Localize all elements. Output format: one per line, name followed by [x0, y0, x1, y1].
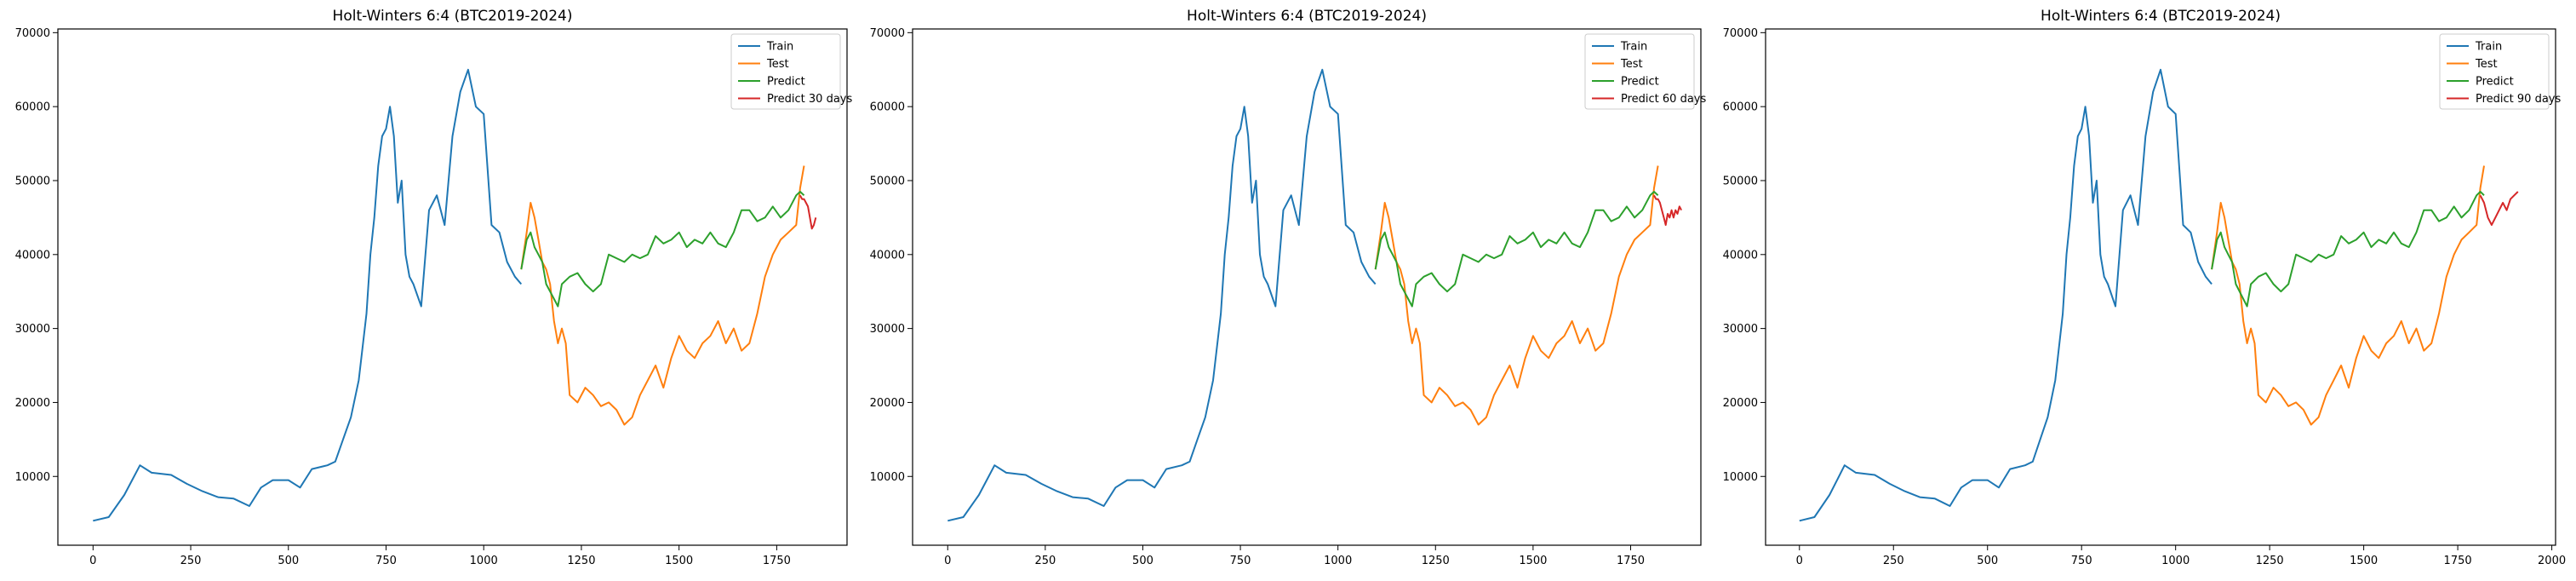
- legend-label: Test: [2475, 58, 2498, 71]
- plot-frame: [1765, 28, 2556, 546]
- y-tick-label: 10000: [870, 471, 905, 484]
- x-tick-label: 0: [89, 555, 96, 567]
- chart-panel-2: Holt-Winters 6:4 (BTC2019-2024) 0 250 500 75…: [870, 8, 1707, 567]
- series-line-test: [2211, 165, 2485, 426]
- y-tick-label: 60000: [15, 101, 50, 114]
- series-line-train: [947, 68, 1377, 522]
- x-tick-label: 2000: [2538, 555, 2566, 567]
- y-tick-label: 60000: [1723, 101, 1758, 114]
- x-tick-label: 1000: [1324, 555, 1352, 567]
- x-tick-label: 1250: [2256, 555, 2284, 567]
- y-tick-label: 70000: [15, 27, 50, 40]
- series-line-test: [520, 165, 805, 426]
- legend-label: Predict: [1621, 76, 1659, 89]
- chart-panel-1: Holt-Winters 6:4 (BTC2019-2024) 0 250 500 75…: [15, 8, 853, 567]
- series-line-predict-90-days: [2479, 191, 2519, 227]
- y-tick-label: 70000: [870, 27, 905, 40]
- legend-label: Test: [1620, 58, 1643, 71]
- y-tick-label: 50000: [870, 175, 905, 187]
- series-line-test: [1374, 165, 1659, 426]
- y-tick-label: 30000: [1723, 323, 1758, 336]
- legend-label: Predict: [2476, 76, 2514, 89]
- series-line-predict: [520, 191, 805, 308]
- y-tick-label: 40000: [870, 249, 905, 262]
- plot-frame: [57, 28, 848, 546]
- y-tick-label: 20000: [15, 397, 50, 410]
- x-tick-label: 1250: [567, 555, 595, 567]
- x-tick-label: 1750: [1617, 555, 1645, 567]
- legend-label: Predict 90 days: [2476, 93, 2561, 106]
- legend-label: Predict 60 days: [1621, 93, 1706, 106]
- legend-label: Train: [2475, 41, 2502, 54]
- plot-frame: [912, 28, 1702, 546]
- series-line-predict-30-days: [799, 194, 817, 230]
- series-line-predict: [2211, 191, 2485, 308]
- x-tick-label: 250: [180, 555, 202, 567]
- legend-box: [730, 33, 841, 110]
- x-tick-label: 750: [375, 555, 397, 567]
- legend-label: Train: [1620, 41, 1647, 54]
- chart-title: Holt-Winters 6:4 (BTC2019-2024): [333, 8, 573, 25]
- y-tick-label: 30000: [15, 323, 50, 336]
- x-tick-label: 1500: [665, 555, 693, 567]
- legend-label: Predict: [767, 76, 805, 89]
- x-tick-label: 1750: [763, 555, 791, 567]
- y-tick-label: 50000: [15, 175, 50, 187]
- y-tick-label: 20000: [1723, 397, 1758, 410]
- y-tick-label: 50000: [1723, 175, 1758, 187]
- y-tick-label: 10000: [15, 471, 50, 484]
- x-tick-label: 0: [944, 555, 951, 567]
- chart-title: Holt-Winters 6:4 (BTC2019-2024): [1187, 8, 1427, 25]
- chart-title: Holt-Winters 6:4 (BTC2019-2024): [2041, 8, 2281, 25]
- x-tick-label: 500: [1132, 555, 1153, 567]
- y-tick-label: 20000: [870, 397, 905, 410]
- legend-label: Test: [766, 58, 789, 71]
- chart-panel-3: Holt-Winters 6:4 (BTC2019-2024) 0 250 500 75…: [1723, 8, 2566, 567]
- x-tick-label: 750: [2071, 555, 2092, 567]
- series-line-train: [93, 68, 523, 522]
- y-tick-label: 70000: [1723, 27, 1758, 40]
- legend-label: Train: [766, 41, 793, 54]
- x-tick-label: 1500: [1519, 555, 1547, 567]
- x-tick-label: 1500: [2350, 555, 2378, 567]
- y-tick-label: 40000: [1723, 249, 1758, 262]
- legend-label: Predict 30 days: [767, 93, 852, 106]
- y-tick-label: 40000: [15, 249, 50, 262]
- series-line-predict-60-days: [1653, 194, 1682, 227]
- series-line-predict: [1374, 191, 1659, 308]
- x-tick-label: 500: [278, 555, 299, 567]
- legend-box: [1584, 33, 1695, 110]
- x-tick-label: 1250: [1422, 555, 1450, 567]
- y-tick-label: 30000: [870, 323, 905, 336]
- x-tick-label: 500: [1977, 555, 1998, 567]
- x-tick-label: 250: [1883, 555, 1904, 567]
- y-tick-label: 10000: [1723, 471, 1758, 484]
- x-tick-label: 250: [1034, 555, 1056, 567]
- x-tick-label: 0: [1796, 555, 1803, 567]
- x-tick-label: 750: [1230, 555, 1251, 567]
- x-tick-label: 1000: [470, 555, 498, 567]
- y-tick-label: 60000: [870, 101, 905, 114]
- x-tick-label: 1000: [2161, 555, 2190, 567]
- series-line-train: [1799, 68, 2212, 522]
- x-tick-label: 1750: [2444, 555, 2472, 567]
- legend-box: [2439, 33, 2550, 110]
